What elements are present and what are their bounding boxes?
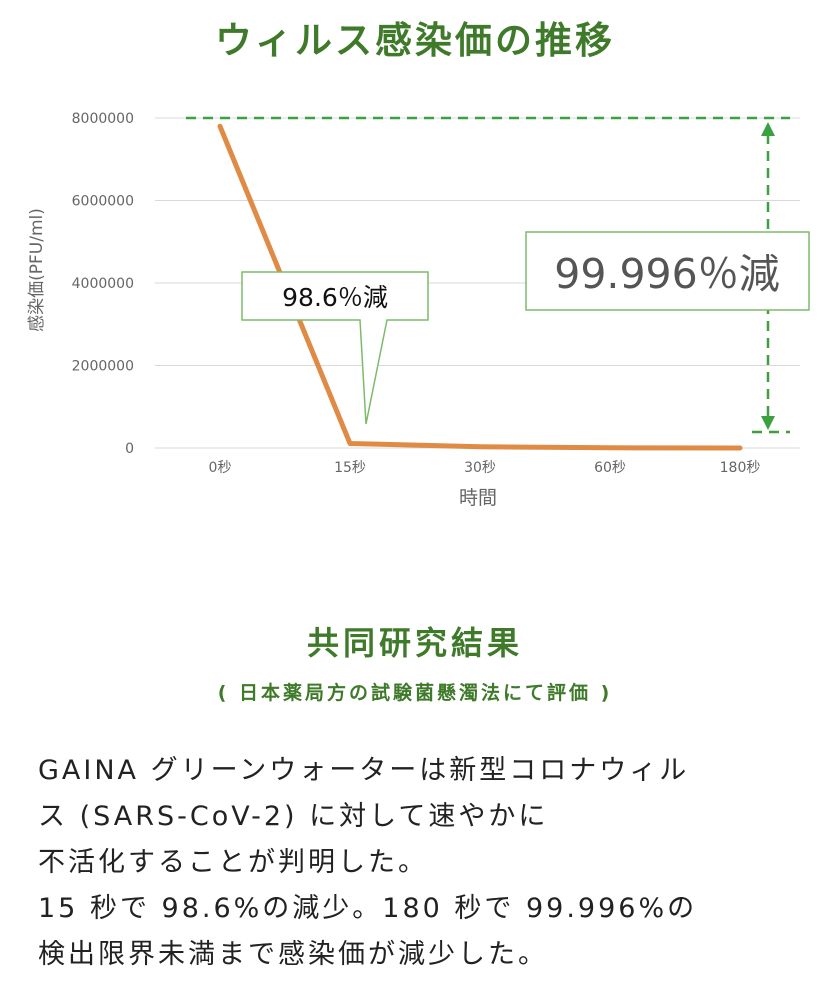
- y-tick-label: 4000000: [72, 276, 134, 292]
- paragraph-line: 検出限界未満まで感染価が減少した。: [38, 939, 548, 970]
- x-tick-label: 60秒: [594, 460, 626, 476]
- y-tick-label: 0: [125, 441, 134, 457]
- y-tick-label: 8000000: [72, 111, 134, 127]
- annotation-label: 98.6％減: [282, 283, 388, 312]
- x-tick-label: 30秒: [464, 460, 496, 476]
- infection-titer-chart: 0 2000000 4000000 6000000 8000000 0秒 15秒 30秒 60秒…: [27, 111, 810, 509]
- series-line: [217, 123, 743, 451]
- y-axis-label: 感染価(PFU/ml): [27, 208, 47, 332]
- callout-box: [241, 271, 429, 425]
- paragraph-line: 15 秒で 98.6%の減少。180 秒で 99.996%の: [38, 893, 698, 924]
- description-paragraph: GAINA グリーンウォーターは新型コロナウィル ス (SARS-CoV-2) …: [38, 748, 818, 978]
- chart-title: ウィルス感染価の推移: [215, 19, 615, 62]
- y-tick-label: 2000000: [72, 359, 134, 375]
- y-tick-label: 6000000: [72, 194, 134, 210]
- x-tick-label: 0秒: [209, 460, 232, 476]
- paragraph-line: GAINA グリーンウォーターは新型コロナウィル: [38, 755, 690, 786]
- arrow-head-down-icon: [761, 416, 775, 430]
- callout-box: [525, 231, 810, 311]
- paragraph-line: ス (SARS-CoV-2) に対して速やかに: [38, 801, 549, 832]
- annotation-label: 99.996％減: [554, 250, 779, 298]
- section-title: 共同研究結果: [306, 624, 523, 662]
- x-axis-label: 時間: [459, 487, 497, 509]
- x-tick-label: 15秒: [334, 460, 366, 476]
- paragraph-line: 不活化することが判明した。: [38, 847, 428, 878]
- arrow-head-up-icon: [761, 122, 775, 136]
- section-subtitle: ( 日本薬局方の試験菌懸濁法にて評価 ): [217, 682, 613, 704]
- x-tick-label: 180秒: [720, 460, 761, 476]
